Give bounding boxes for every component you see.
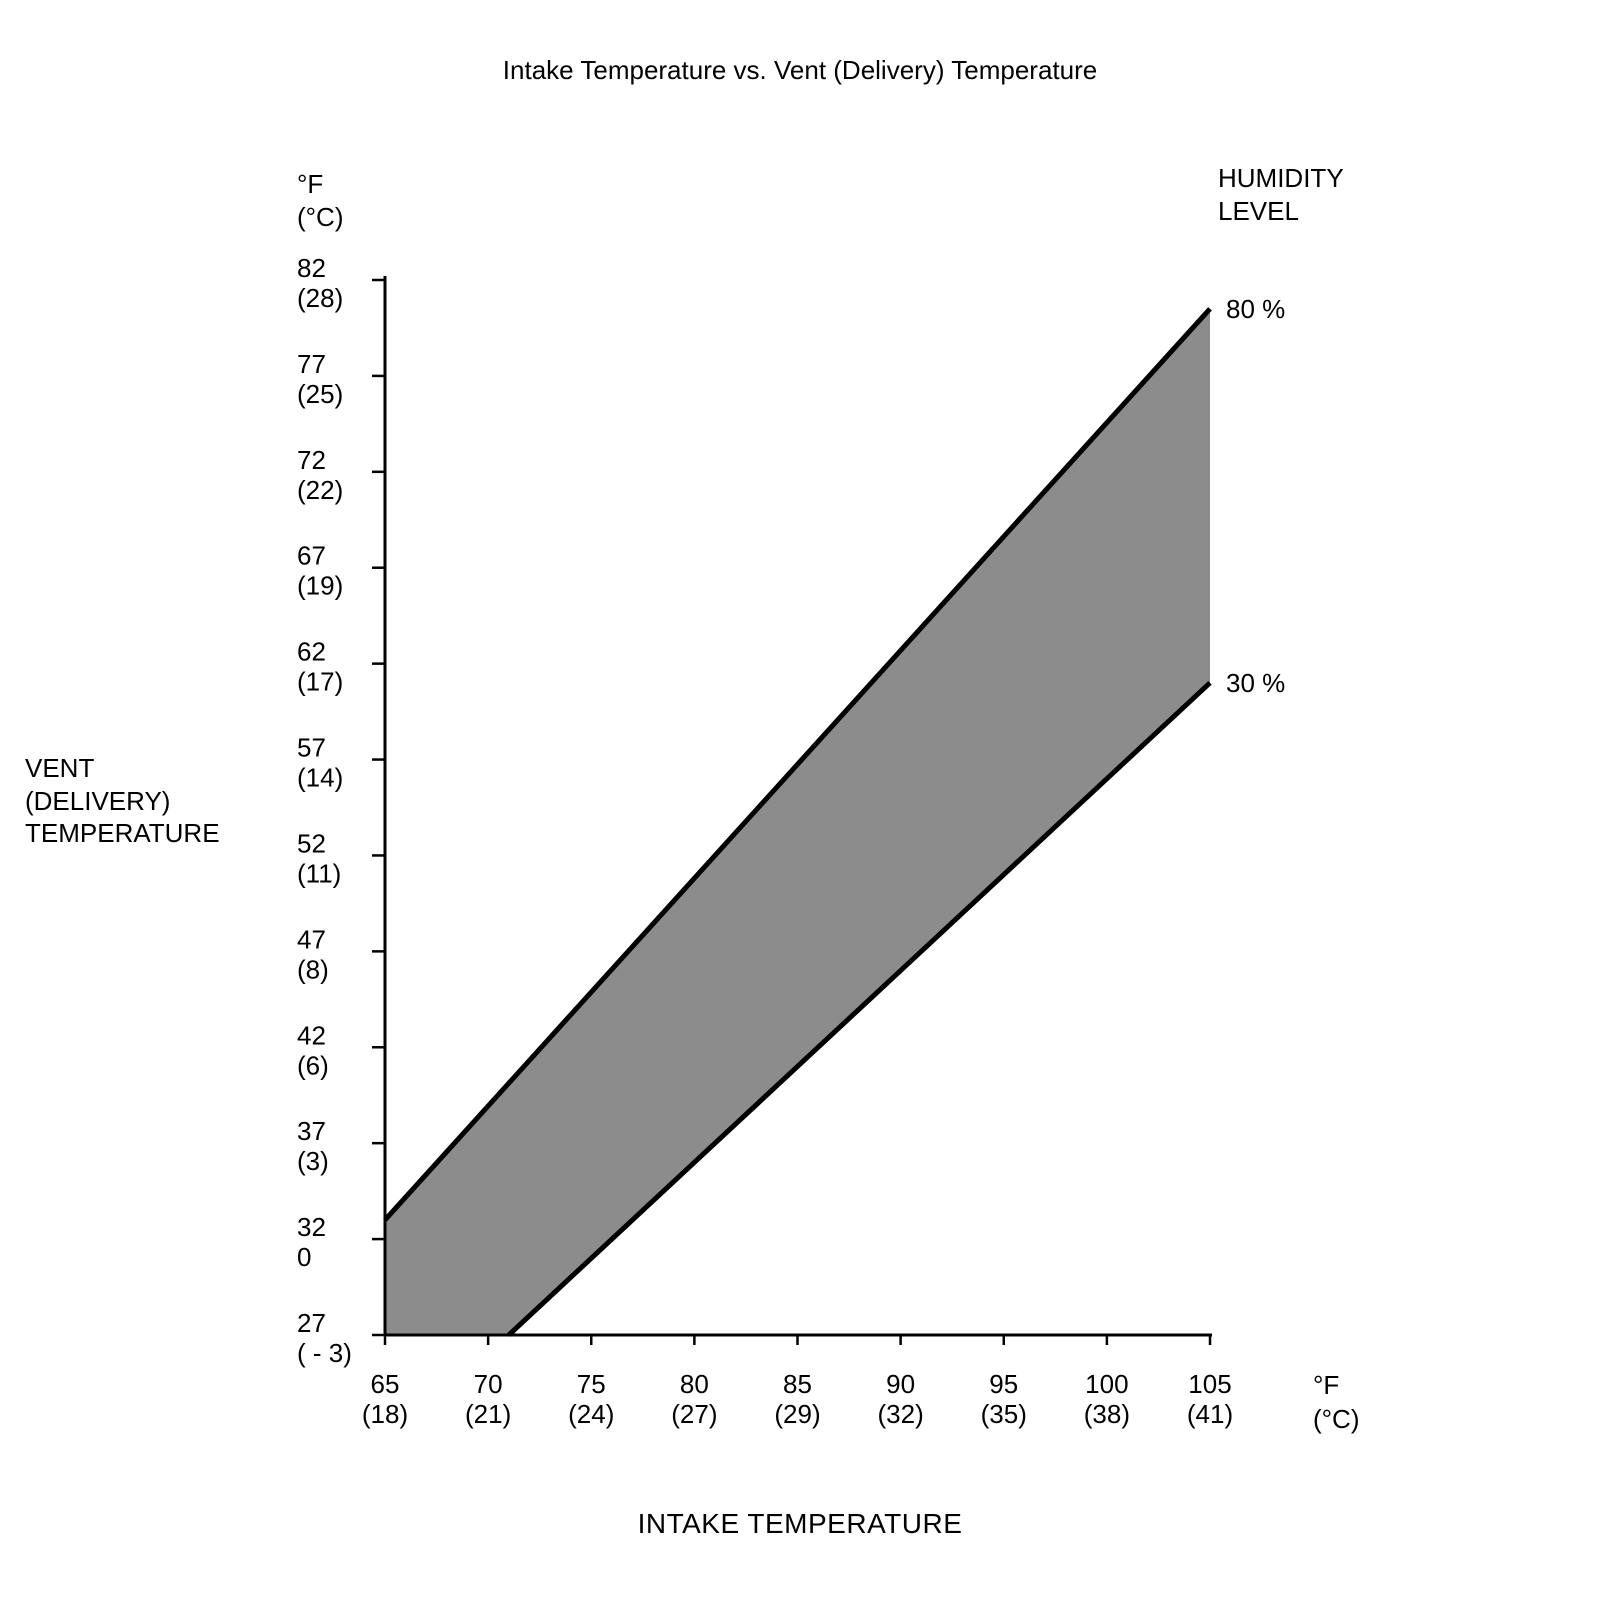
x-axis-unit-label: °F (°C) [1313,1370,1360,1435]
x-tick-label: 75 (24) [568,1369,614,1429]
series-label-upper: 80 % [1226,294,1285,324]
y-tick-label: 27( - 3) [297,1308,352,1368]
y-tick-label: 82 (28) [297,253,343,313]
chart-title: Intake Temperature vs. Vent (Delivery) T… [502,55,1098,85]
y-tick-label: 42 (6) [297,1020,329,1080]
legend-title: HUMIDITY LEVEL [1218,163,1344,226]
y-tick-label: 77 (25) [297,349,343,409]
humidity-band-area [385,308,1210,1336]
x-tick-label: 95 (35) [981,1369,1027,1429]
y-tick-label: 57 (14) [297,733,343,793]
y-tick-label: 62 (17) [297,637,343,697]
x-tick-label: 105 (41) [1187,1369,1233,1429]
x-axis-title: INTAKE TEMPERATURE [637,1508,963,1539]
x-tick-label: 85 (29) [774,1369,820,1429]
x-tick-label: 100 (38) [1084,1369,1130,1429]
x-tick-label: 70 (21) [465,1369,511,1429]
y-tick-label: 52 (11) [297,828,341,888]
y-tick-label: 32 0 [297,1212,326,1272]
y-tick-label: 37 (3) [297,1116,329,1176]
x-tick-label: 80 (27) [671,1369,717,1429]
series-label-lower: 30 % [1226,668,1285,698]
y-tick-label: 47 (8) [297,924,329,984]
series-line-upper [383,307,1212,1222]
x-tick-label: 90 (32) [878,1369,924,1429]
y-axis-title: VENT (DELIVERY) TEMPERATURE [25,753,220,848]
series-line-lower [507,680,1212,1337]
y-axis-unit-label: °F (°C) [297,169,344,232]
y-tick-label: 72 (22) [297,445,343,505]
y-tick-label: 67 (19) [297,541,343,601]
x-tick-label: 65 (18) [362,1369,408,1429]
